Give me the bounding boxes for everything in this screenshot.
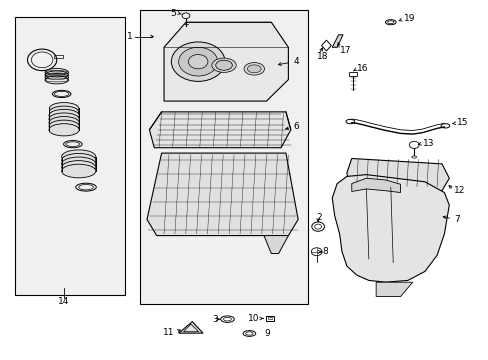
Text: 17: 17	[339, 46, 350, 55]
Text: 1: 1	[126, 32, 132, 41]
Ellipse shape	[49, 120, 79, 132]
Ellipse shape	[61, 157, 96, 171]
Ellipse shape	[49, 124, 79, 136]
Ellipse shape	[215, 60, 232, 70]
Text: 16: 16	[356, 64, 367, 73]
Text: 15: 15	[456, 118, 467, 127]
Polygon shape	[147, 153, 298, 235]
Ellipse shape	[61, 161, 96, 174]
Bar	[140, 10, 307, 304]
Ellipse shape	[49, 103, 79, 114]
Text: 11: 11	[163, 328, 174, 337]
Text: 2: 2	[316, 213, 322, 222]
Text: 4: 4	[293, 57, 298, 66]
Polygon shape	[331, 35, 342, 47]
Bar	[54, 55, 63, 58]
Text: 3: 3	[211, 315, 217, 324]
Ellipse shape	[61, 150, 96, 163]
Bar	[15, 17, 125, 295]
Ellipse shape	[49, 113, 79, 125]
Ellipse shape	[49, 109, 79, 122]
Ellipse shape	[45, 71, 68, 79]
Text: 8: 8	[322, 247, 327, 256]
Text: 13: 13	[422, 139, 433, 148]
Text: 6: 6	[293, 122, 298, 131]
Polygon shape	[331, 175, 448, 282]
Text: 7: 7	[453, 215, 459, 224]
Polygon shape	[163, 22, 288, 101]
Text: 9: 9	[264, 329, 269, 338]
Polygon shape	[351, 178, 400, 193]
Polygon shape	[375, 282, 412, 297]
Ellipse shape	[244, 63, 264, 75]
Ellipse shape	[45, 76, 68, 84]
Ellipse shape	[247, 65, 261, 73]
Ellipse shape	[45, 73, 68, 81]
Text: 10: 10	[247, 314, 259, 323]
Circle shape	[171, 42, 224, 81]
Ellipse shape	[61, 153, 96, 167]
Ellipse shape	[49, 117, 79, 129]
Polygon shape	[346, 158, 448, 191]
Text: 12: 12	[453, 186, 465, 195]
Ellipse shape	[45, 68, 68, 76]
Polygon shape	[264, 235, 288, 253]
Polygon shape	[183, 324, 198, 332]
Ellipse shape	[49, 106, 79, 118]
Text: 5: 5	[170, 9, 176, 18]
Ellipse shape	[61, 164, 96, 178]
Text: 14: 14	[58, 297, 70, 306]
Bar	[266, 316, 274, 320]
Ellipse shape	[211, 58, 236, 72]
Polygon shape	[178, 321, 203, 333]
Text: 19: 19	[404, 14, 415, 23]
Text: 18: 18	[316, 52, 327, 61]
Circle shape	[178, 47, 217, 76]
Bar	[268, 317, 272, 319]
Circle shape	[188, 54, 207, 69]
Bar	[348, 72, 356, 76]
Polygon shape	[149, 112, 290, 148]
